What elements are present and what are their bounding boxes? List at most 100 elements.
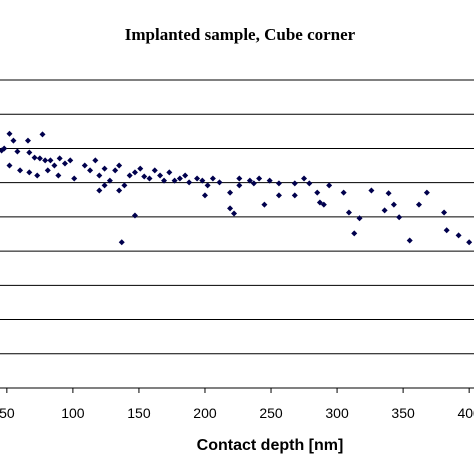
data-point xyxy=(423,189,430,196)
data-point xyxy=(204,182,211,189)
data-point xyxy=(194,175,201,182)
data-point xyxy=(121,182,128,189)
data-point xyxy=(351,230,358,237)
data-point xyxy=(201,192,208,199)
data-point xyxy=(44,167,51,174)
data-point xyxy=(131,212,138,219)
data-point xyxy=(306,180,313,187)
data-point xyxy=(36,155,43,162)
data-point xyxy=(14,148,21,155)
data-point xyxy=(1,145,8,152)
data-point xyxy=(368,187,375,194)
x-tick-label: 50 xyxy=(0,405,15,421)
x-axis-label: Contact depth [nm] xyxy=(197,437,344,454)
data-point xyxy=(131,169,138,176)
data-point xyxy=(231,210,238,217)
data-point xyxy=(236,182,243,189)
data-point xyxy=(39,131,46,138)
data-point xyxy=(186,179,193,186)
data-point xyxy=(47,157,54,164)
x-tick-label: 150 xyxy=(127,405,151,421)
data-point xyxy=(116,162,123,169)
data-point xyxy=(34,172,41,179)
data-point xyxy=(250,180,257,187)
x-tick-label: 250 xyxy=(259,405,283,421)
data-point xyxy=(151,167,158,174)
data-point xyxy=(246,177,253,184)
data-point xyxy=(216,179,223,186)
data-point xyxy=(101,165,108,172)
chart-title: Implanted sample, Cube corner xyxy=(125,25,356,44)
data-point xyxy=(166,169,173,176)
data-point xyxy=(55,172,62,179)
data-point xyxy=(96,172,103,179)
data-point xyxy=(227,205,234,212)
data-point xyxy=(415,201,422,208)
data-point xyxy=(182,172,189,179)
data-point xyxy=(87,167,94,174)
data-point xyxy=(316,199,323,206)
data-point xyxy=(441,209,448,216)
x-tick-label: 100 xyxy=(61,405,85,421)
data-point xyxy=(326,182,333,189)
data-point xyxy=(443,227,450,234)
data-point xyxy=(157,172,164,179)
data-point xyxy=(291,192,298,199)
data-point xyxy=(171,177,178,184)
data-point xyxy=(92,157,99,164)
data-point xyxy=(116,187,123,194)
data-point xyxy=(390,201,397,208)
data-point xyxy=(176,175,183,182)
data-point xyxy=(275,192,282,199)
data-point xyxy=(96,187,103,194)
data-point xyxy=(81,162,88,169)
data-point xyxy=(340,189,347,196)
x-tick-label: 200 xyxy=(193,405,217,421)
data-point xyxy=(314,189,321,196)
data-point xyxy=(0,147,5,154)
data-point xyxy=(51,162,58,169)
data-point xyxy=(6,162,13,169)
data-point xyxy=(199,177,206,184)
data-point xyxy=(291,180,298,187)
data-point xyxy=(356,215,363,222)
data-point xyxy=(275,180,282,187)
data-point xyxy=(67,157,74,164)
data-point xyxy=(31,154,38,161)
data-point xyxy=(141,173,148,180)
data-point xyxy=(112,167,119,174)
data-point xyxy=(10,137,17,144)
data-point xyxy=(236,175,243,182)
data-point xyxy=(455,232,462,239)
data-point xyxy=(42,157,49,164)
x-tick-label: 300 xyxy=(325,405,349,421)
data-point xyxy=(126,172,133,179)
data-point xyxy=(71,175,78,182)
data-point xyxy=(301,175,308,182)
data-point xyxy=(396,214,403,221)
data-point xyxy=(118,239,125,246)
data-point xyxy=(256,175,263,182)
data-point xyxy=(146,175,153,182)
data-point xyxy=(209,175,216,182)
data-point xyxy=(26,169,33,176)
data-point xyxy=(227,189,234,196)
data-point xyxy=(261,201,268,208)
data-point xyxy=(24,137,31,144)
data-point xyxy=(6,130,13,137)
x-tick-label: 400 xyxy=(457,405,474,421)
data-point xyxy=(320,201,327,208)
data-point xyxy=(137,165,144,172)
data-point xyxy=(56,155,63,162)
data-point xyxy=(101,182,108,189)
data-point xyxy=(381,207,388,214)
data-point xyxy=(26,149,33,156)
data-point xyxy=(61,160,68,167)
data-point xyxy=(17,167,24,174)
x-tick-label: 350 xyxy=(391,405,415,421)
data-point xyxy=(106,177,113,184)
data-point xyxy=(266,177,273,184)
data-point xyxy=(345,209,352,216)
